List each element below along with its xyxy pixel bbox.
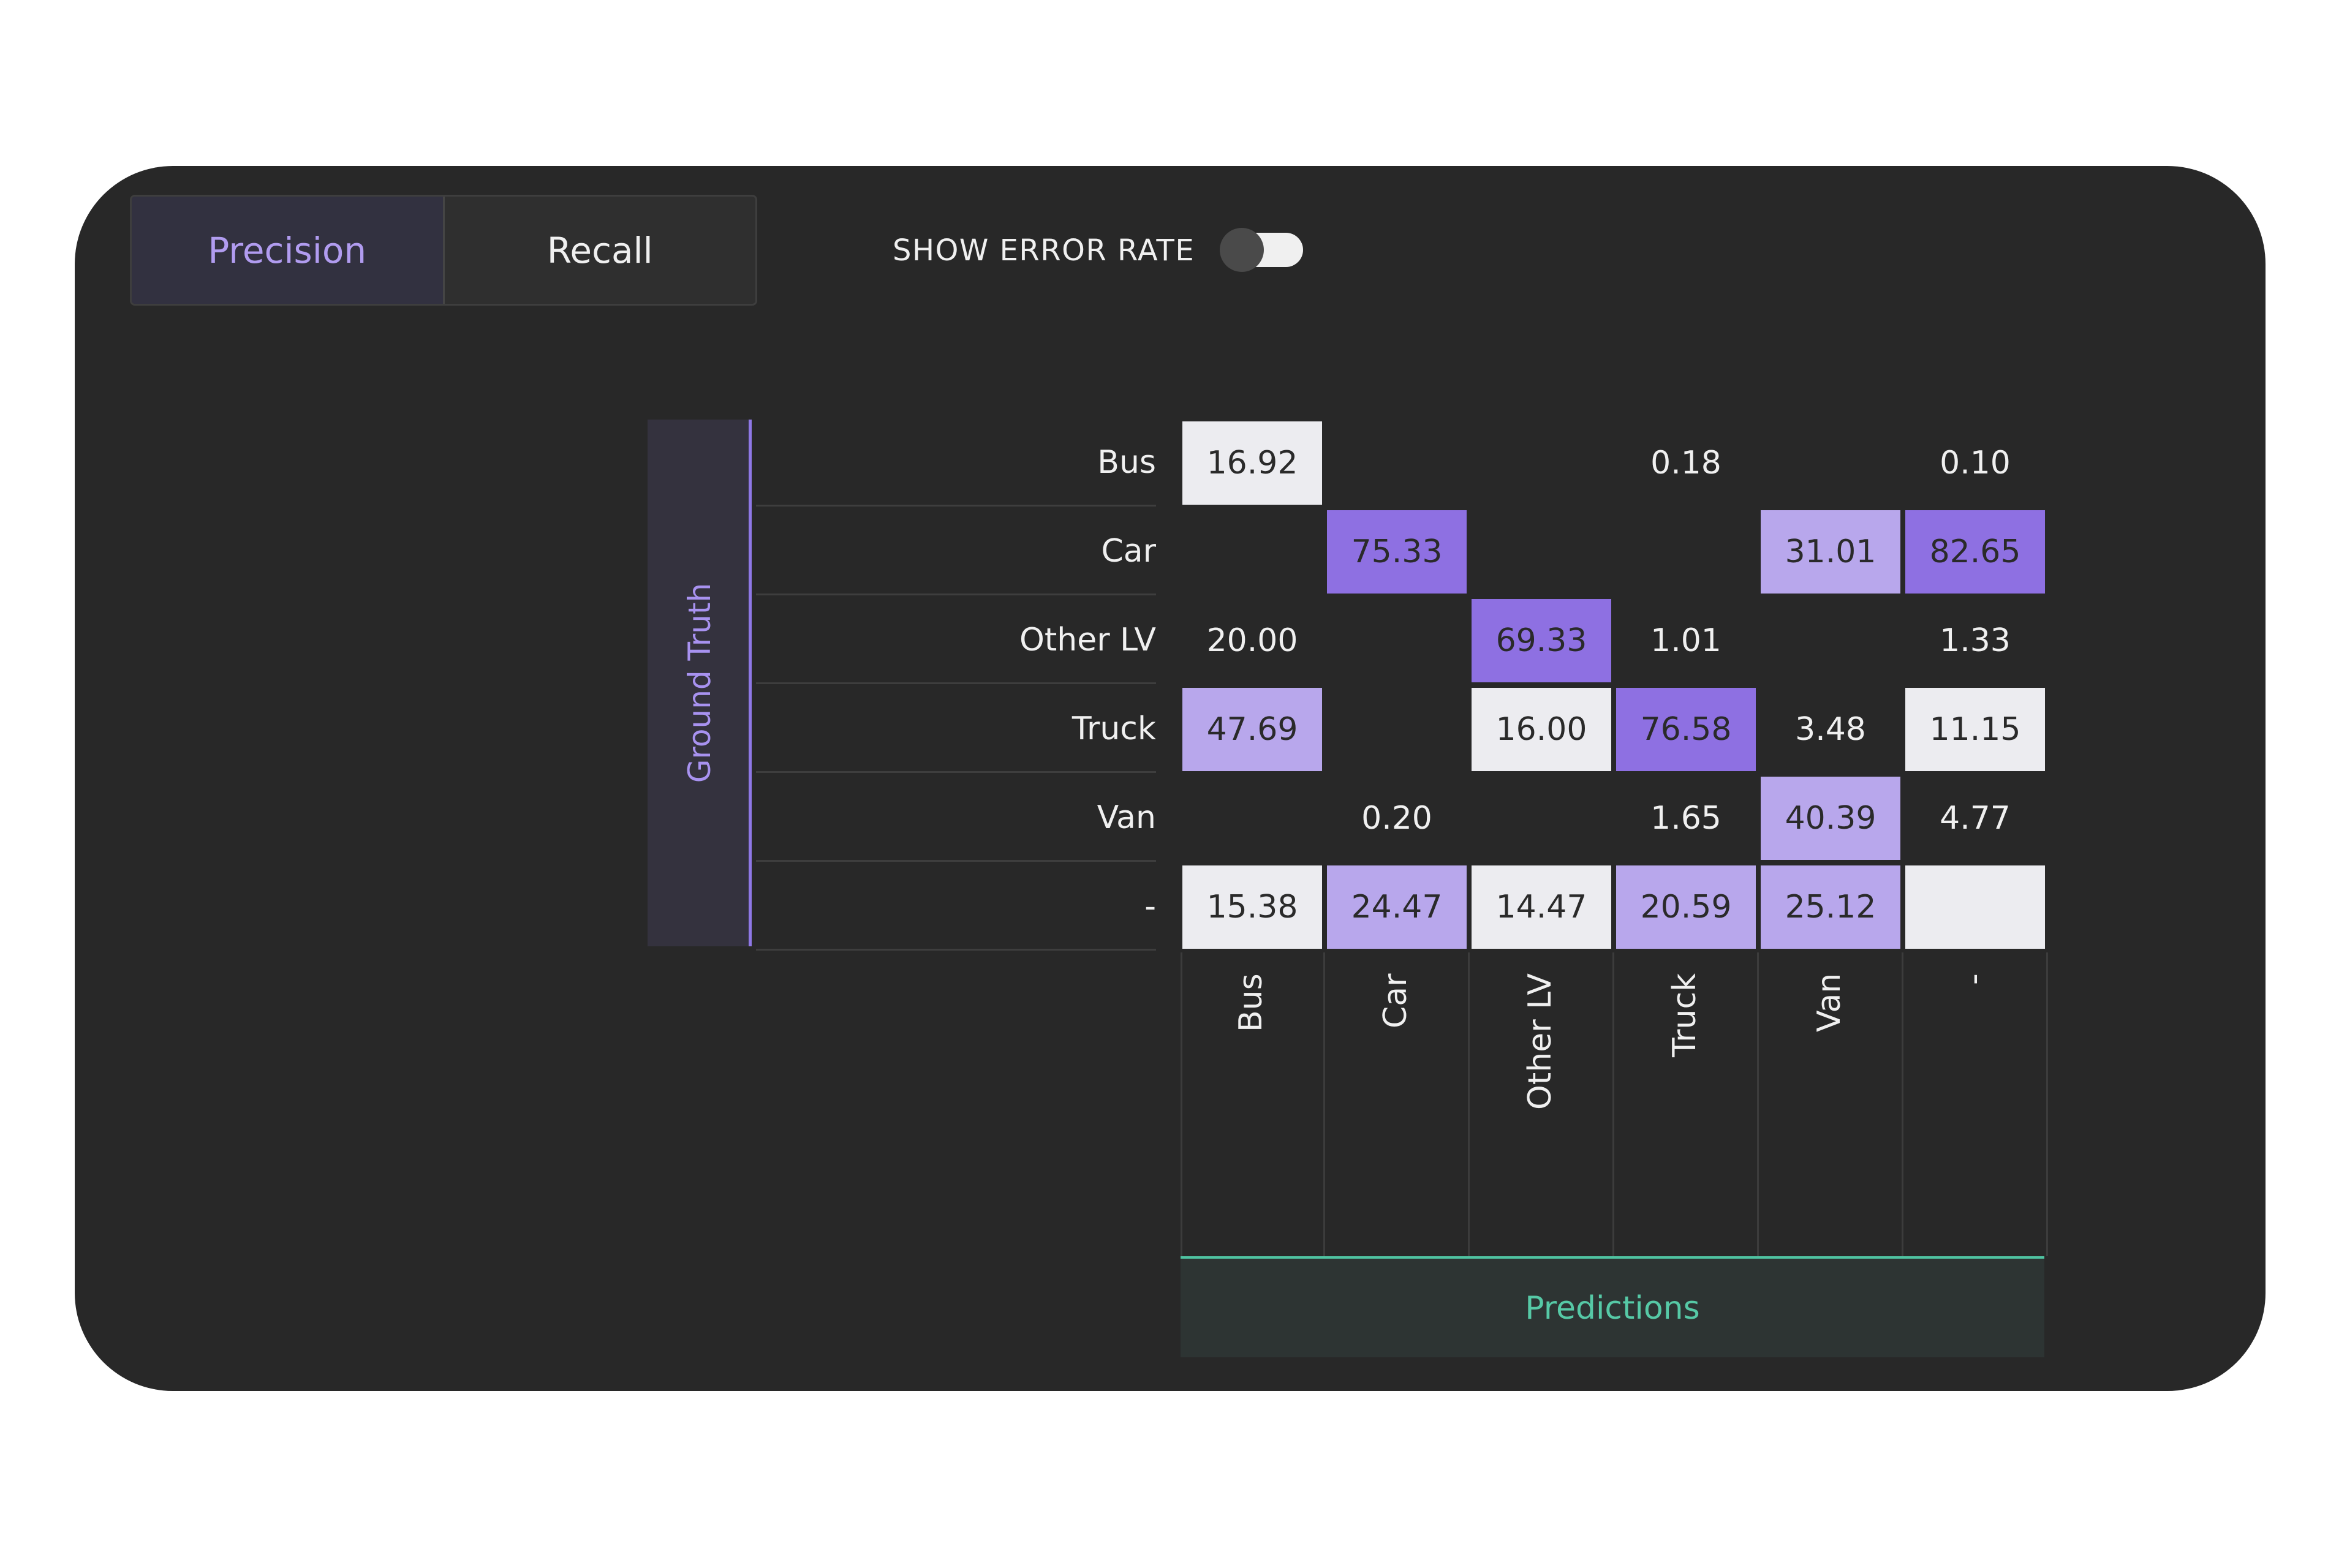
matrix-cell[interactable]: 25.12 xyxy=(1761,865,1900,949)
segment-divider xyxy=(442,197,445,304)
predictions-axis-title: Predictions xyxy=(1525,1289,1700,1327)
matrix-cell[interactable]: 24.47 xyxy=(1327,865,1467,949)
column-label: Van xyxy=(1811,973,1848,1033)
row-label: - xyxy=(756,864,1156,951)
precision-tab[interactable]: Precision xyxy=(132,197,443,304)
matrix-cell[interactable]: 47.69 xyxy=(1182,688,1322,771)
toggle-knob xyxy=(1220,228,1264,272)
matrix-cell[interactable] xyxy=(1327,688,1467,771)
matrix-cell[interactable] xyxy=(1472,510,1611,594)
matrix-cell[interactable] xyxy=(1472,777,1611,860)
matrix-cell[interactable]: 14.47 xyxy=(1472,865,1611,949)
matrix-cell[interactable]: 1.33 xyxy=(1940,622,2011,659)
column-header-area xyxy=(1903,952,2048,1256)
recall-tab[interactable]: Recall xyxy=(546,229,653,271)
matrix-cell[interactable] xyxy=(1761,599,1900,682)
matrix-cell[interactable] xyxy=(1616,510,1756,594)
matrix-cell[interactable]: 1.65 xyxy=(1650,800,1721,837)
matrix-cell[interactable]: 0.20 xyxy=(1361,800,1432,837)
matrix-cell[interactable] xyxy=(1472,421,1611,505)
matrix-cell[interactable]: 1.01 xyxy=(1650,622,1721,659)
show-error-rate-toggle[interactable] xyxy=(1220,228,1303,272)
matrix-cell[interactable]: 16.00 xyxy=(1472,688,1611,771)
row-label: Van xyxy=(756,775,1156,862)
confusion-matrix-panel: Precision Recall SHOW ERROR RATE Ground … xyxy=(75,166,2266,1391)
matrix-cell[interactable]: 0.10 xyxy=(1940,445,2011,481)
matrix-cell[interactable]: 40.39 xyxy=(1761,777,1900,860)
matrix-cell[interactable]: 4.77 xyxy=(1940,800,2011,837)
matrix-cell[interactable]: 3.48 xyxy=(1795,711,1866,748)
matrix-cell[interactable]: 20.59 xyxy=(1616,865,1756,949)
matrix-cell[interactable]: 15.38 xyxy=(1182,865,1322,949)
column-header-area xyxy=(1470,952,1614,1256)
matrix-cell[interactable]: 31.01 xyxy=(1761,510,1900,594)
row-label: Truck xyxy=(756,686,1156,773)
row-label: Car xyxy=(756,508,1156,595)
matrix-cell[interactable]: 76.58 xyxy=(1616,688,1756,771)
column-label: Car xyxy=(1377,973,1414,1028)
matrix-cell[interactable] xyxy=(1327,599,1467,682)
show-error-rate-label: SHOW ERROR RATE xyxy=(893,233,1195,268)
column-header-area xyxy=(1614,952,1759,1256)
matrix-cell[interactable] xyxy=(1905,865,2045,949)
matrix-cell[interactable] xyxy=(1327,421,1467,505)
column-label: Truck xyxy=(1666,973,1703,1058)
column-header-area xyxy=(1325,952,1470,1256)
matrix-cell[interactable]: 11.15 xyxy=(1905,688,2045,771)
ground-truth-axis-title: Ground Truth xyxy=(682,582,717,783)
column-label: Bus xyxy=(1233,973,1269,1032)
row-label: Other LV xyxy=(756,597,1156,684)
matrix-cell[interactable]: 16.92 xyxy=(1182,421,1322,505)
column-header-area xyxy=(1181,952,1325,1256)
row-label: Bus xyxy=(756,420,1156,507)
column-label: Other LV xyxy=(1522,973,1559,1110)
predictions-axis-bar: Predictions xyxy=(1181,1256,2044,1357)
matrix-cell[interactable]: 20.00 xyxy=(1206,622,1298,659)
matrix-cell[interactable]: 69.33 xyxy=(1472,599,1611,682)
column-label: - xyxy=(1956,973,1992,985)
column-header-area xyxy=(1759,952,1903,1256)
matrix-cell[interactable]: 0.18 xyxy=(1650,445,1721,481)
ground-truth-axis-bar: Ground Truth xyxy=(648,420,752,946)
matrix-cell[interactable] xyxy=(1182,777,1322,860)
metric-segmented-control: Precision Recall xyxy=(130,195,757,306)
matrix-cell[interactable] xyxy=(1761,421,1900,505)
matrix-cell[interactable]: 75.33 xyxy=(1327,510,1467,594)
matrix-cell[interactable] xyxy=(1182,510,1322,594)
matrix-cell[interactable]: 82.65 xyxy=(1905,510,2045,594)
